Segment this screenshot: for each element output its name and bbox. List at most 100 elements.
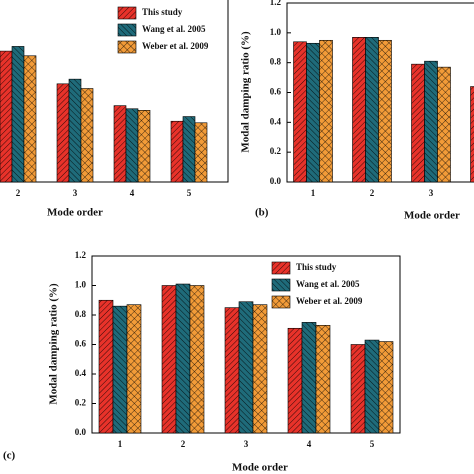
- bar-hatch: [80, 88, 94, 183]
- bar: [252, 304, 268, 434]
- bar-hatch: [170, 120, 184, 183]
- bar: [306, 42, 320, 183]
- bar: [137, 110, 151, 183]
- y-axis-label: Modal damping ratio (%): [48, 283, 60, 405]
- y-tick-label: 0.0: [270, 176, 282, 186]
- bar: [437, 66, 451, 183]
- bar: [125, 108, 139, 183]
- y-tick-label: 0.4: [270, 116, 282, 126]
- bar: [238, 301, 254, 434]
- x-tick-label: 4: [130, 188, 135, 198]
- bar: [170, 120, 184, 183]
- bar-hatch: [470, 86, 474, 183]
- bar-hatch: [301, 322, 317, 434]
- bar-hatch: [137, 110, 151, 183]
- bar: [352, 37, 366, 183]
- legend-label: Wang et al. 2005: [142, 24, 206, 34]
- bar: [350, 344, 366, 434]
- bar-hatch: [189, 285, 205, 434]
- bar-hatch: [224, 307, 240, 434]
- bar: [23, 55, 37, 183]
- bar: [378, 39, 392, 183]
- bar: [224, 307, 240, 434]
- bar-hatch: [378, 341, 394, 434]
- bar-hatch: [411, 63, 425, 183]
- bar-hatch: [378, 39, 392, 183]
- bar-hatch: [11, 46, 25, 183]
- y-tick-label: 0.8: [270, 57, 282, 67]
- bar-hatch: [0, 50, 13, 183]
- bar: [113, 105, 127, 183]
- legend-label: This study: [142, 7, 183, 17]
- bar-hatch: [68, 78, 82, 183]
- x-tick-label: 1: [311, 188, 316, 198]
- bar-hatch: [315, 325, 331, 434]
- bar-hatch: [424, 60, 438, 183]
- x-tick-label: 2: [16, 188, 21, 198]
- bar: [11, 46, 25, 183]
- bar-hatch: [287, 327, 303, 434]
- bar: [194, 122, 208, 183]
- legend-label: Wang et al. 2005: [296, 279, 360, 289]
- y-tick-label: 1.2: [270, 0, 282, 7]
- bar-hatch: [252, 304, 268, 434]
- bar-hatch: [182, 116, 196, 183]
- legend-label: This study: [296, 262, 337, 272]
- legend-hatch: [118, 41, 136, 53]
- bar: [56, 83, 70, 183]
- y-tick-label: 0.8: [75, 309, 87, 319]
- legend-label: Weber et al. 2009: [296, 296, 363, 306]
- bar: [80, 88, 94, 183]
- x-tick-label: 5: [370, 439, 375, 449]
- bar: [378, 341, 394, 434]
- bar-hatch: [352, 37, 366, 183]
- bar-hatch: [98, 299, 114, 434]
- bar: [287, 327, 303, 434]
- bar-hatch: [364, 339, 380, 434]
- bar-hatch: [194, 122, 208, 183]
- x-axis-label: Mode order: [47, 207, 103, 219]
- bar-hatch: [293, 41, 307, 183]
- y-tick-label: 0.0: [75, 427, 87, 437]
- bar-hatch: [319, 39, 333, 183]
- bar: [161, 285, 177, 434]
- panel-label: (b): [255, 207, 269, 219]
- bar: [364, 339, 380, 434]
- y-tick-label: 0.2: [270, 146, 282, 156]
- bar-hatch: [125, 108, 139, 183]
- bar-hatch: [112, 305, 128, 434]
- bar: [293, 41, 307, 183]
- bar-hatch: [365, 37, 379, 183]
- bar: [319, 39, 333, 183]
- x-tick-label: 5: [187, 188, 192, 198]
- bar: [112, 305, 128, 434]
- x-tick-label: 4: [307, 439, 312, 449]
- bar-hatch: [175, 283, 191, 434]
- bar-hatch: [238, 301, 254, 434]
- x-tick-label: 2: [370, 188, 375, 198]
- x-tick-label: 3: [429, 188, 434, 198]
- x-tick-label: 1: [118, 439, 123, 449]
- legend-hatch: [272, 262, 290, 274]
- bar: [98, 299, 114, 434]
- bar: [175, 283, 191, 434]
- bar-hatch: [350, 344, 366, 434]
- bar-hatch: [161, 285, 177, 434]
- bar: [301, 322, 317, 434]
- bar-hatch: [23, 55, 37, 183]
- plot-frame: [0, 0, 229, 183]
- bar: [126, 304, 142, 434]
- x-tick-label: 3: [244, 439, 249, 449]
- bar: [182, 116, 196, 183]
- bar-hatch: [56, 83, 70, 183]
- bar-hatch: [306, 42, 320, 183]
- y-tick-label: 0.6: [75, 339, 87, 349]
- y-tick-label: 0.4: [75, 368, 87, 378]
- y-tick-label: 1.2: [75, 250, 87, 260]
- x-axis-label: Mode order: [232, 462, 288, 474]
- bar: [470, 86, 474, 183]
- panel-label: (c): [3, 450, 16, 462]
- x-tick-label: 3: [73, 188, 78, 198]
- x-tick-label: 2: [181, 439, 186, 449]
